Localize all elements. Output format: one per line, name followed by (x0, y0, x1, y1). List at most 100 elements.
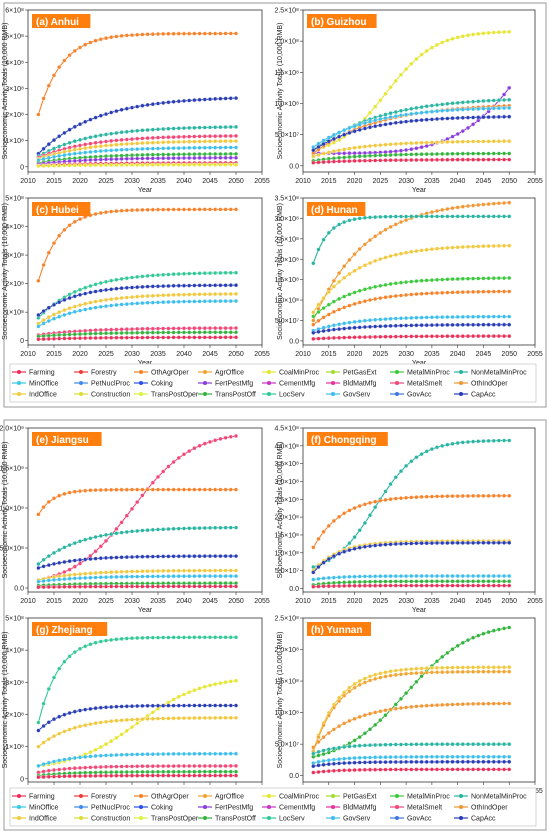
data-point (207, 715, 213, 720)
data-point (445, 540, 450, 546)
data-point (440, 315, 445, 320)
x-tick-label: 2015 (321, 598, 337, 605)
data-point (388, 294, 393, 299)
data-point (41, 769, 46, 774)
data-point (155, 330, 161, 335)
data-point (176, 283, 181, 288)
data-point (507, 85, 512, 90)
data-point (166, 584, 171, 589)
data-point (213, 96, 218, 101)
data-point (383, 574, 388, 579)
data-point (367, 583, 373, 588)
data-point (496, 201, 501, 206)
data-point (140, 103, 145, 108)
data-point (445, 442, 450, 447)
data-point (98, 327, 103, 333)
data-point (83, 136, 88, 141)
data-point (171, 584, 176, 589)
data-point (455, 579, 460, 584)
data-point (424, 104, 429, 109)
data-point (129, 156, 135, 161)
data-point (145, 140, 150, 145)
y-tick-label: 2.5×10⁸ (274, 497, 299, 504)
data-point (176, 773, 181, 778)
data-point (124, 162, 129, 167)
legend-item: CoalMinProc (262, 794, 320, 801)
data-point (507, 105, 512, 110)
data-point (166, 140, 171, 145)
data-point (445, 583, 450, 588)
data-point (414, 315, 419, 320)
data-point (362, 731, 367, 736)
data-point (36, 312, 41, 318)
legend-swatch-dot (79, 805, 83, 809)
data-point (109, 209, 114, 214)
data-point (119, 764, 124, 769)
data-point (337, 296, 342, 301)
data-point (124, 33, 129, 38)
y-tick-label: 2.0×10⁸ (274, 39, 299, 46)
data-point (357, 528, 362, 533)
data-point (491, 669, 496, 674)
data-point (388, 316, 393, 321)
data-point (476, 31, 481, 36)
data-point (460, 107, 465, 112)
data-point (187, 134, 192, 139)
data-point (373, 574, 378, 579)
data-point (88, 290, 93, 295)
data-point (357, 122, 362, 127)
data-point (424, 541, 429, 546)
data-point (450, 334, 455, 339)
data-point (357, 325, 362, 330)
data-point (161, 162, 166, 167)
data-point (455, 214, 460, 219)
data-point (367, 143, 373, 149)
data-point (109, 532, 114, 537)
data-point (429, 291, 434, 296)
data-point (192, 125, 197, 130)
data-point (440, 207, 445, 212)
data-point (124, 302, 129, 307)
data-point (409, 147, 414, 152)
legend-item: FertPestMfg (198, 381, 253, 388)
y-tick-label: 2×10⁸ (5, 112, 24, 119)
data-point (455, 131, 460, 137)
legend-label: OthIndOper (471, 381, 508, 388)
legend-label: NonMetalMinProc (471, 370, 527, 377)
data-point (192, 326, 197, 331)
data-point (398, 496, 404, 501)
data-point (77, 755, 83, 760)
data-point (228, 773, 233, 778)
data-point (223, 270, 228, 275)
data-point (109, 110, 114, 115)
data-point (218, 270, 223, 275)
legend-label: PetNuclProc (91, 805, 130, 812)
data-point (192, 446, 197, 451)
data-point (150, 330, 155, 335)
data-point (114, 735, 119, 740)
data-point (98, 487, 103, 493)
data-point (321, 306, 326, 311)
data-point (491, 334, 496, 339)
data-point (181, 773, 187, 778)
legend-label: IndOffice (29, 816, 57, 823)
data-point (176, 207, 181, 212)
data-point (77, 303, 83, 308)
data-point (316, 564, 321, 570)
data-point (373, 543, 378, 548)
data-point (352, 301, 357, 306)
data-point (362, 502, 367, 507)
title-badge (32, 432, 102, 446)
legend-label: FertPestMfg (215, 805, 253, 812)
data-point (507, 701, 512, 706)
data-point (202, 335, 207, 340)
data-point (140, 569, 145, 574)
data-point (213, 326, 218, 331)
data-point (342, 580, 347, 585)
data-point (357, 154, 362, 159)
data-point (192, 271, 197, 276)
data-point (192, 554, 197, 559)
data-point (88, 117, 93, 122)
data-point (98, 764, 103, 770)
data-point (192, 152, 197, 157)
